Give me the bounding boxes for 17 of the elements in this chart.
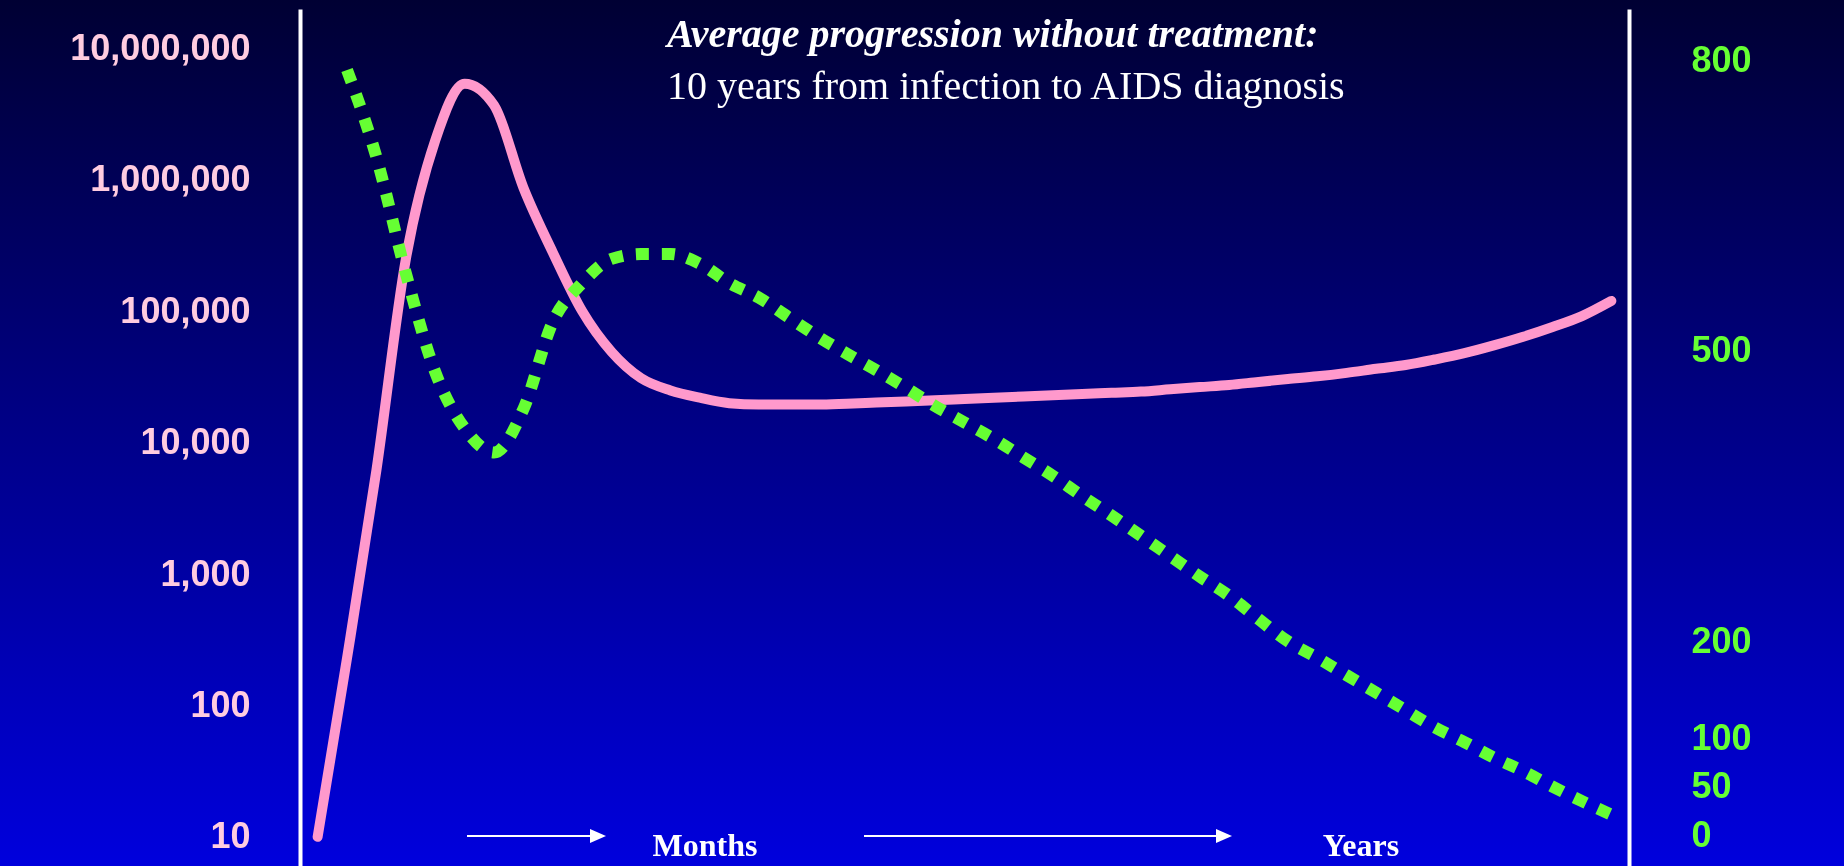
annotation: Months xyxy=(652,827,758,863)
text: 10 years from infection to AIDS diagnosis xyxy=(667,63,1345,108)
y2-tick-label: 800 xyxy=(1691,38,1752,80)
y2-tick-label: 100 xyxy=(1691,716,1752,758)
chart-title: Average progression without treatment: xyxy=(664,11,1319,56)
y-tick-label: 100 xyxy=(190,683,251,725)
y-tick-label: 10 xyxy=(210,815,251,857)
y-tick-label: 100,000 xyxy=(120,289,251,331)
annotation: Years xyxy=(1322,827,1400,863)
y2-tick-label: 0 xyxy=(1691,813,1712,855)
y-tick-label: 10,000 xyxy=(140,421,251,463)
y-tick-label: 1,000,000 xyxy=(90,158,251,200)
y2-tick-label: 500 xyxy=(1691,329,1752,371)
y2-tick-label: 200 xyxy=(1691,619,1752,661)
y2-tick-label: 50 xyxy=(1691,765,1732,807)
y-tick-label: 10,000,000 xyxy=(70,27,251,69)
y-tick-label: 1,000 xyxy=(160,552,251,594)
